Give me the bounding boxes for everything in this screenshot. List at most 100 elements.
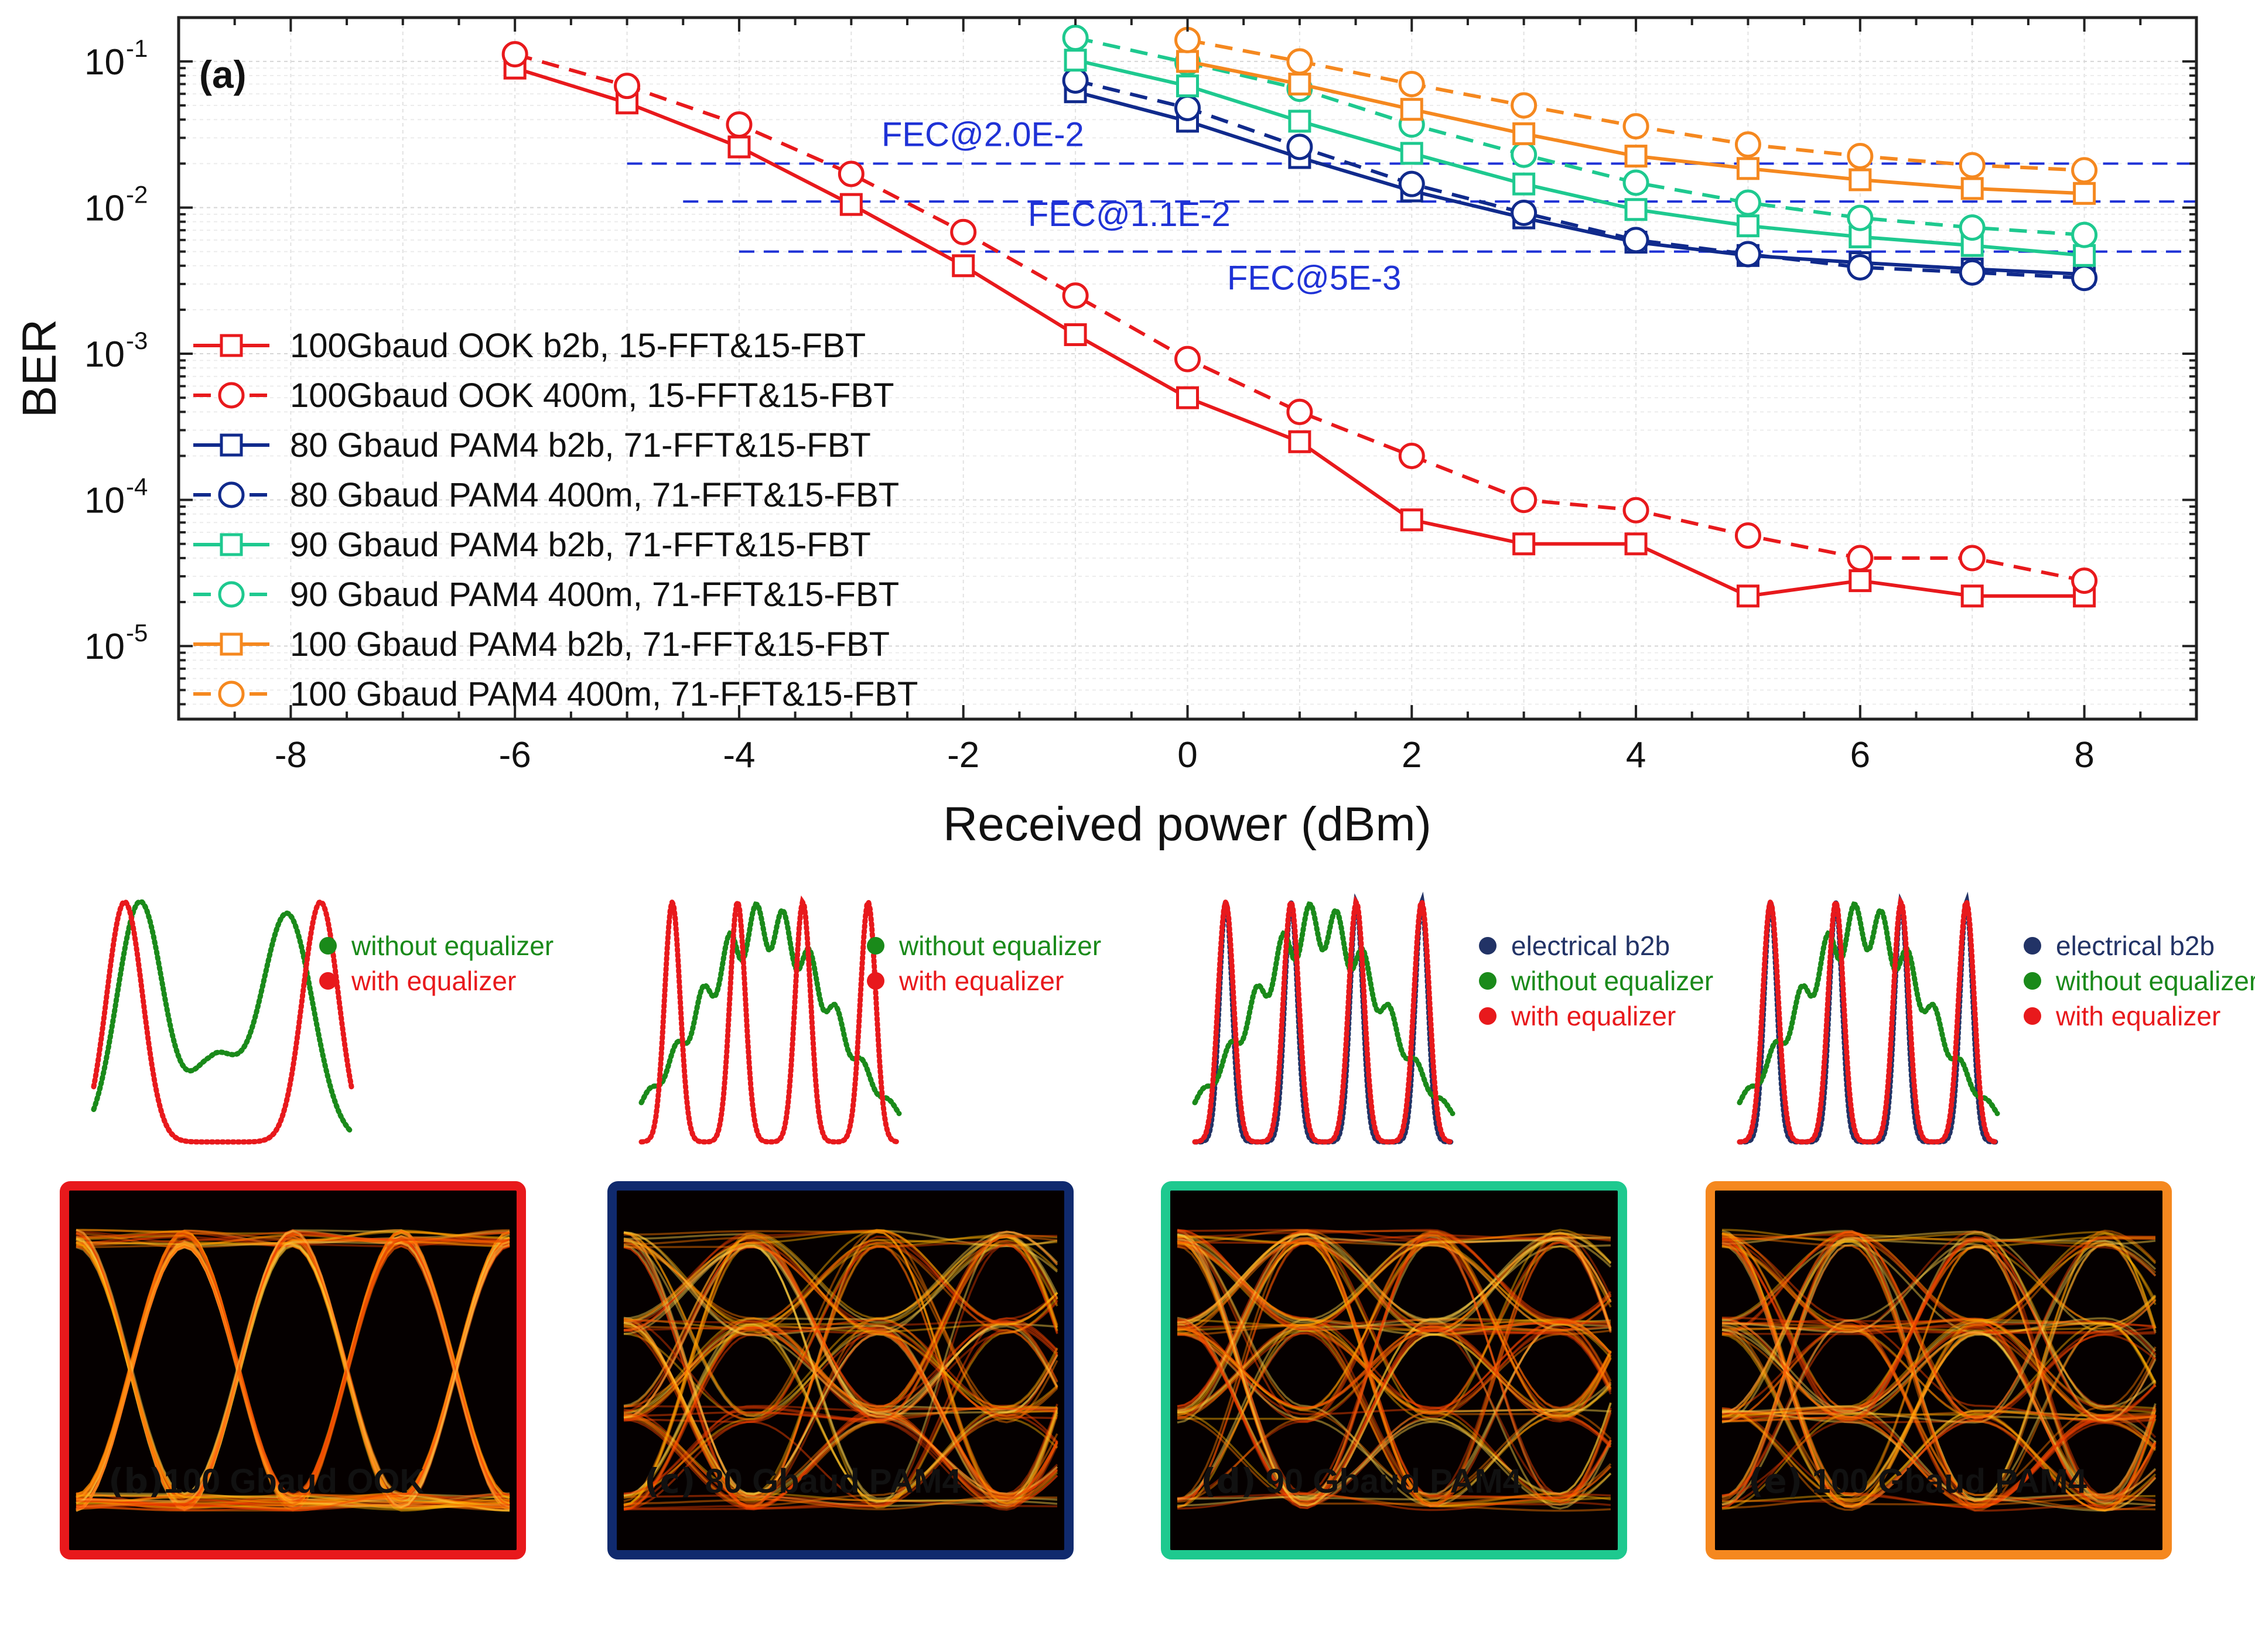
eye-trace (76, 1232, 510, 1512)
eye-trace (623, 1230, 1058, 1497)
eye-trace (76, 1233, 510, 1510)
eye-trace (1721, 1326, 2156, 1422)
data-point (1288, 110, 1311, 133)
caption-c-paren: (c) (644, 1461, 696, 1501)
eye-trace (1721, 1239, 2156, 1506)
eye-trace (623, 1413, 1057, 1499)
eye-trace (623, 1407, 1058, 1511)
eye-trace (623, 1233, 1058, 1413)
data-point (1734, 189, 1761, 216)
eye-trace (1177, 1324, 1611, 1419)
eye-trace (1177, 1318, 1612, 1410)
eye-trace (1721, 1237, 2156, 1509)
eye-trace (1177, 1232, 1612, 1422)
eye-trace (623, 1241, 1058, 1501)
eye-trace (1177, 1232, 1612, 1499)
eye-trace (623, 1231, 1058, 1509)
eye-trace (1721, 1246, 2157, 1419)
eye-trace (1177, 1234, 1612, 1496)
eye-traces (1177, 1229, 1612, 1512)
eye-trace (1721, 1232, 2157, 1509)
eye-trace (624, 1317, 1058, 1506)
eye-trace (1177, 1240, 1612, 1507)
data-point (1512, 532, 1536, 556)
eye-trace (1177, 1240, 1612, 1332)
data-point (1511, 141, 1538, 168)
eye-trace (623, 1245, 1058, 1418)
eye-trace (1177, 1239, 1612, 1332)
eye-trace (1721, 1234, 2156, 1507)
hist-legend-label: with equalizer (1511, 1001, 1676, 1031)
y-tick-label: 10 (84, 188, 125, 228)
eye-trace (623, 1239, 1058, 1417)
fec-threshold-label: FEC@2.0E-2 (882, 115, 1084, 153)
legend-marker (218, 680, 245, 707)
eye-trace (1721, 1237, 2157, 1501)
eye-trace (1721, 1232, 2157, 1495)
eye-trace (1177, 1229, 1612, 1422)
series-line (1075, 78, 2085, 280)
eye-trace (623, 1236, 1058, 1497)
data-point (2073, 244, 2096, 267)
eye-trace (1177, 1231, 1612, 1505)
eye-trace (1177, 1321, 1612, 1509)
eye-trace (1177, 1240, 1612, 1507)
eye-trace (76, 1232, 510, 1511)
eye-trace (624, 1301, 1058, 1421)
eye-trace (1721, 1324, 2157, 1511)
eye-trace (1721, 1231, 2156, 1410)
eye-trace (1721, 1230, 2156, 1509)
eye-trace (1177, 1235, 1612, 1504)
eye-trace (1177, 1233, 1612, 1507)
histogram-d (1192, 891, 1456, 1145)
eye-trace (623, 1387, 1058, 1507)
eye-trace (1721, 1319, 2157, 1451)
eye-trace (623, 1234, 1058, 1506)
eye-trace (76, 1230, 510, 1511)
eye-trace (76, 1243, 510, 1511)
eye-trace (1721, 1229, 2156, 1414)
eye-trace (1721, 1239, 2157, 1497)
legend-marker (218, 382, 245, 409)
eye-trace (76, 1495, 510, 1512)
legend-entry: 100 Gbaud PAM4 400m, 71-FFT&15-FBT (290, 675, 918, 713)
data-point (1288, 430, 1311, 453)
eye-trace (623, 1239, 1058, 1330)
hist-legend-label: without equalizer (351, 931, 554, 961)
eye-trace (1177, 1232, 1612, 1504)
eye-trace (623, 1239, 1058, 1502)
hist-legend-label: electrical b2b (2056, 931, 2215, 961)
data-point (1064, 49, 1087, 72)
data-point (1622, 227, 1649, 254)
eye-trace (623, 1319, 1058, 1511)
eye-trace (76, 1241, 510, 1512)
eye-trace (1721, 1241, 2157, 1501)
data-point (614, 73, 641, 100)
data-point (2071, 567, 2098, 594)
eye-trace (76, 1241, 510, 1511)
eye-trace (1177, 1231, 1611, 1506)
eye-trace (1721, 1233, 2157, 1321)
eye-trace (76, 1241, 510, 1504)
data-point (727, 135, 751, 159)
eye-trace (76, 1236, 510, 1510)
hist-legend-label: with equalizer (351, 966, 516, 996)
eye-frame (607, 1181, 1074, 1559)
eye-trace (1722, 1319, 2157, 1383)
eye-trace (1721, 1325, 2156, 1506)
eye-trace (76, 1231, 510, 1510)
eye-trace (1721, 1232, 2156, 1503)
eye-trace (623, 1234, 1058, 1509)
data-point (1622, 497, 1649, 524)
eye-trace (623, 1235, 1058, 1496)
eye-trace (1177, 1234, 1612, 1497)
data-point (1286, 134, 1313, 160)
data-point (1174, 94, 1201, 121)
eye-trace (1721, 1233, 2157, 1449)
eye-trace (1177, 1237, 1612, 1507)
eye-trace (76, 1240, 510, 1510)
eye-trace (1721, 1241, 2157, 1509)
eye-trace (624, 1241, 1058, 1324)
data-point (1622, 169, 1649, 196)
eye-trace (623, 1246, 1058, 1495)
